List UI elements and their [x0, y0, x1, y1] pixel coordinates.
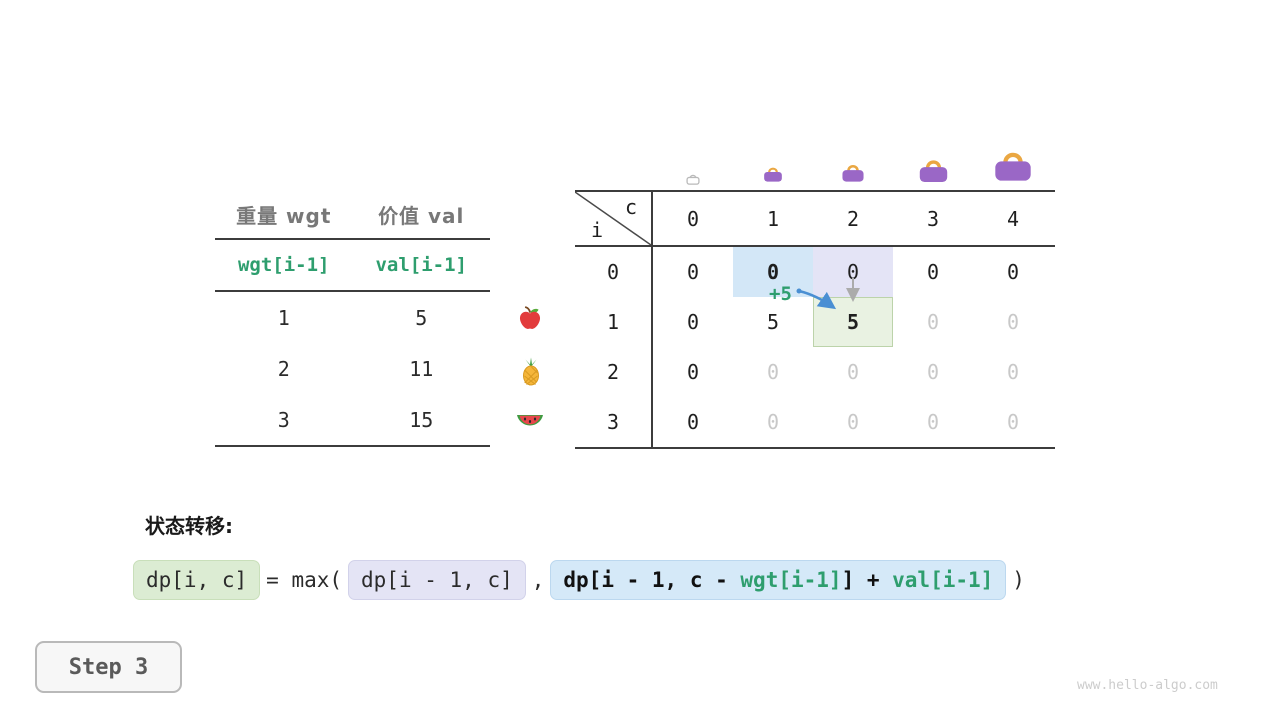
items-col-value-label: 价值 val [378, 203, 465, 228]
dp-col-header: 0 [686, 206, 700, 231]
dp-row-1: 1 0 5 5 0 0 [575, 297, 1055, 347]
item-row-3: 3 15 [215, 394, 490, 445]
dp-row-header: 0 [575, 247, 653, 297]
dp-header-row: c i 0 1 2 3 4 [575, 192, 1055, 247]
dp-cell-current: 5 [813, 297, 893, 347]
dp-row-0: 0 0 0 0 0 0 [575, 247, 1055, 297]
wgt-formula-label: wgt[i-1] [237, 254, 330, 276]
item-row-2: 2 11 [215, 343, 490, 394]
dp-cell: 5 [766, 310, 780, 334]
item-3-weight: 3 [277, 407, 290, 432]
formula-dp-take-option: dp[i - 1, c - wgt[i-1]] + val[i-1] [550, 560, 1007, 600]
bag-large-icon [918, 155, 949, 188]
bag-outline-icon [686, 170, 700, 189]
dp-cell: 0 [926, 310, 940, 334]
bag-small-icon [763, 164, 783, 187]
formula-equals-max: = max( [266, 568, 343, 592]
formula-comma: , [531, 568, 545, 592]
formula-dp-current: dp[i, c] [133, 560, 261, 600]
dp-corner-cell: c i [575, 192, 653, 245]
dp-cell: 0 [686, 410, 700, 434]
items-table: 重量 wgt 价值 val wgt[i-1] val[i-1] 1 5 2 11… [215, 190, 490, 447]
dp-cell: 0 [926, 410, 940, 434]
pineapple-icon [519, 356, 543, 390]
formula-close-paren: ) [1012, 568, 1025, 592]
dp-cell: 0 [1006, 260, 1020, 284]
dp-cell: 0 [846, 410, 860, 434]
dp-cell: 0 [926, 260, 940, 284]
item-row-1: 1 5 [215, 292, 490, 343]
val-formula-label: val[i-1] [375, 254, 467, 276]
items-table-header: 重量 wgt 价值 val [215, 190, 490, 240]
dp-cell: 0 [686, 310, 700, 334]
formula-take-prefix: dp[i - 1, c - [563, 568, 741, 592]
transition-formula: dp[i, c] = max( dp[i - 1, c] , dp[i - 1,… [133, 560, 1031, 600]
bag-xlarge-icon [993, 146, 1033, 187]
item-3-value: 15 [409, 407, 434, 432]
items-formula-row: wgt[i-1] val[i-1] [215, 240, 490, 292]
dp-cell: 0 [926, 360, 940, 384]
dp-cell: 0 [1006, 410, 1020, 434]
dp-cell-source-above: 0 [813, 247, 893, 297]
bag-medium-icon [841, 161, 865, 187]
item-1-weight: 1 [277, 305, 290, 330]
step-indicator: Step 3 [35, 641, 182, 693]
formula-dp-skip-option: dp[i - 1, c] [348, 560, 526, 600]
dp-table: c i 0 1 2 3 4 0 0 0 0 0 0 1 0 5 5 0 0 2 … [575, 190, 1055, 449]
dp-col-header: 3 [926, 206, 940, 231]
transition-label: 状态转移: [145, 514, 233, 538]
dp-axis-c-label: c [624, 195, 637, 219]
item-2-value: 11 [409, 356, 434, 381]
dp-axis-i-label: i [591, 218, 604, 242]
dp-cell: 0 [766, 410, 780, 434]
item-1-value: 5 [415, 305, 428, 330]
dp-row-header: 3 [575, 397, 653, 447]
items-col-weight-label: 重量 wgt [236, 203, 332, 228]
watermark: www.hello-algo.com [1077, 678, 1218, 693]
dp-row-header: 1 [575, 297, 653, 347]
dp-cell: 0 [1006, 310, 1020, 334]
apple-icon [517, 305, 543, 335]
formula-take-val: val[i-1] [892, 568, 994, 592]
plus-five-annotation: +5 [769, 283, 792, 305]
dp-row-3: 3 0 0 0 0 0 [575, 397, 1055, 447]
dp-row-2: 2 0 0 0 0 0 [575, 347, 1055, 397]
dp-cell: 0 [686, 260, 700, 284]
dp-row-header: 2 [575, 347, 653, 397]
dp-cell: 0 [686, 360, 700, 384]
dp-cell: 0 [766, 360, 780, 384]
formula-take-wgt: wgt[i-1] [740, 568, 842, 592]
dp-col-header: 2 [846, 206, 860, 231]
dp-col-header: 1 [766, 206, 780, 231]
formula-take-mid: ] + [841, 568, 893, 592]
dp-col-header: 4 [1006, 206, 1020, 231]
dp-cell: 0 [1006, 360, 1020, 384]
dp-cell: 0 [846, 360, 860, 384]
watermelon-icon [516, 410, 544, 438]
item-2-weight: 2 [277, 356, 290, 381]
